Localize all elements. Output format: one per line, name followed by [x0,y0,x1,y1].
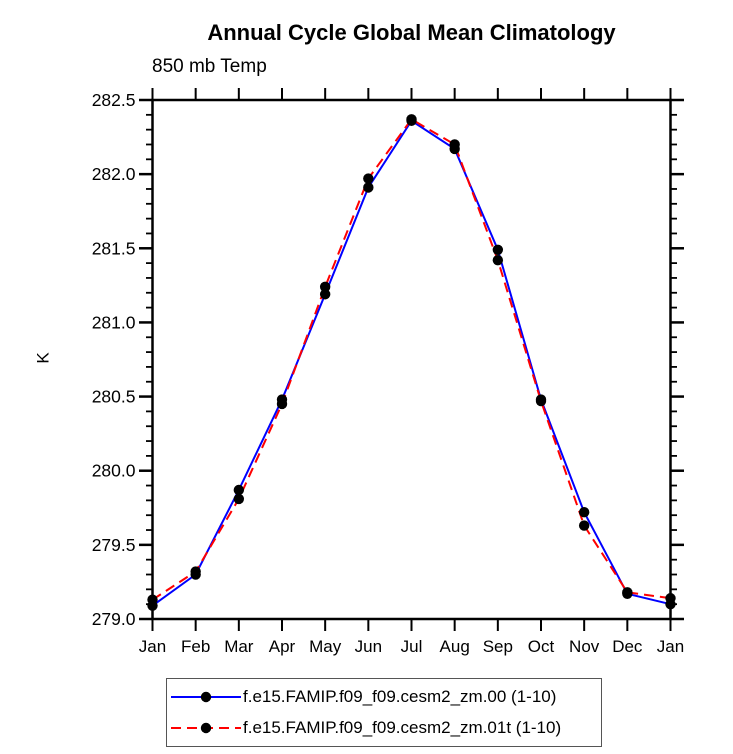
series-0-marker [233,484,245,496]
series-1-marker [535,395,547,407]
y-tick-label: 282.5 [92,90,136,110]
chart-title: Annual Cycle Global Mean Climatology [207,20,616,45]
x-tick-label: Sep [483,637,513,656]
series-0-marker [492,244,504,255]
series-1-marker [406,114,417,125]
series-1-marker [233,493,245,505]
y-tick-label: 282.0 [92,164,136,184]
series-1-marker [276,398,288,410]
x-tick-label: Dec [612,637,643,656]
chart-subtitle: 850 mb Temp [152,56,267,77]
series-0-marker [319,289,331,300]
y-tick-label: 281.5 [92,238,136,258]
legend-label-series-1: f.e15.FAMIP.f09_f09.cesm2_zm.01t (1-10) [243,718,562,738]
legend-row-series-1: f.e15.FAMIP.f09_f09.cesm2_zm.01t (1-10) [167,714,601,742]
series-0-marker [363,182,374,193]
x-tick-label: Apr [269,637,296,656]
legend-swatch-solid-line-icon [171,691,241,702]
legend: f.e15.FAMIP.f09_f09.cesm2_zm.00 (1-10) f… [166,678,602,747]
series-1-marker [665,593,676,604]
y-tick-label: 279.0 [92,609,136,629]
x-tick-label: Aug [440,637,470,656]
series-1-marker [449,139,460,150]
series-1-marker [578,520,590,531]
y-tick-label: 280.5 [92,387,136,407]
x-tick-label: Feb [181,637,210,656]
legend-row-series-0: f.e15.FAMIP.f09_f09.cesm2_zm.00 (1-10) [167,683,601,711]
series-1-marker [319,281,331,293]
x-tick-label: May [309,637,342,656]
y-tick-label: 281.0 [92,312,136,332]
legend-label-series-0: f.e15.FAMIP.f09_f09.cesm2_zm.00 (1-10) [243,686,557,706]
axis-frame [151,98,672,621]
x-tick-label: Jul [401,637,423,656]
legend-marker-0 [200,691,212,702]
series-1-marker [492,254,504,266]
x-tick-label: Oct [528,637,555,656]
x-tick-label: Mar [224,637,254,656]
series-1-marker [190,566,201,577]
series-0-marker [578,507,590,518]
series-1-marker [622,587,633,598]
series-line-0 [151,119,671,607]
series-1-marker [147,594,158,605]
legend-swatch-dashed-line-icon [171,723,241,734]
y-tick-label: 280.0 [92,461,136,481]
series-1-marker [363,173,374,184]
x-tick-label: Jun [355,637,382,656]
y-tick-label: 279.5 [92,535,136,555]
x-tick-label: Jan [657,637,684,656]
x-tick-label: Nov [569,637,600,656]
legend-marker-1 [200,723,212,734]
x-tick-label: Jan [139,637,166,656]
